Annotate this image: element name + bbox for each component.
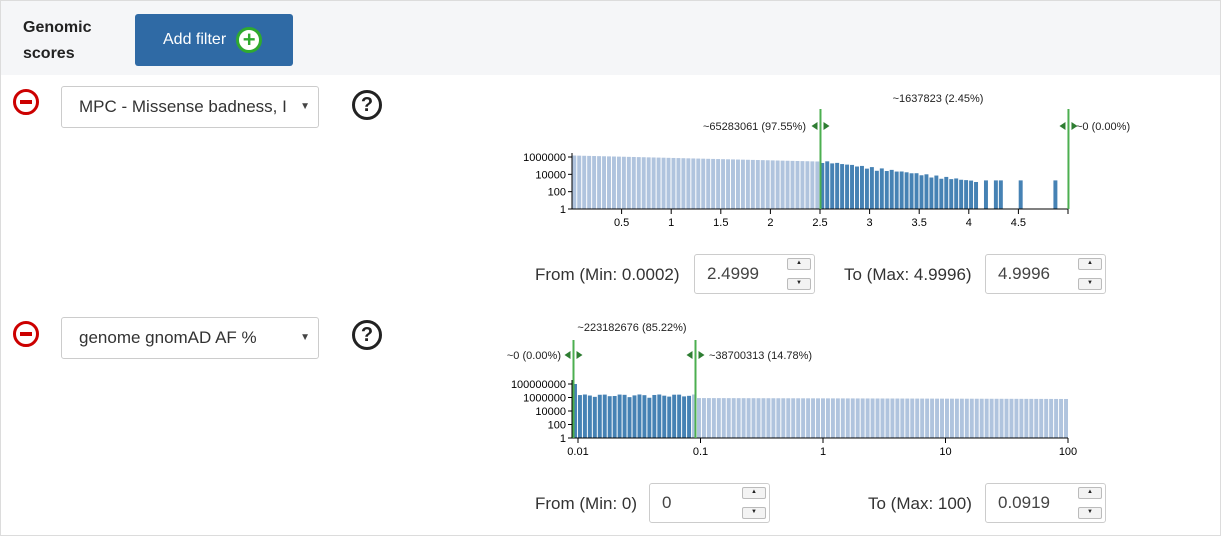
from-input-2[interactable]: 0 ▲ ▼	[649, 483, 770, 523]
remove-filter-2-icon[interactable]	[13, 321, 39, 347]
help-icon-2[interactable]: ?	[352, 320, 382, 350]
remove-filter-1-icon[interactable]	[13, 89, 39, 115]
spin-down-icon[interactable]: ▼	[1078, 507, 1102, 519]
spin-down-icon[interactable]: ▼	[742, 507, 766, 519]
panel-header: Genomic scores Add filter +	[1, 1, 1220, 75]
chevron-down-icon: ▼	[300, 101, 310, 112]
spin-up-icon[interactable]: ▲	[742, 487, 766, 499]
from-input-1[interactable]: 2.4999 ▲ ▼	[694, 254, 815, 294]
help-icon-1[interactable]: ?	[352, 90, 382, 120]
spin-down-icon[interactable]: ▼	[787, 278, 811, 290]
to-label-2: To (Max: 100)	[868, 494, 972, 513]
to-label-1: To (Max: 4.9996)	[844, 265, 972, 284]
chevron-down-icon: ▼	[300, 332, 310, 343]
to-input-1[interactable]: 4.9996 ▲ ▼	[985, 254, 1106, 294]
add-filter-label: Add filter	[163, 31, 227, 48]
spin-up-icon[interactable]: ▲	[787, 258, 811, 270]
plus-icon: +	[236, 27, 263, 53]
from-label-1: From (Min: 0.0002)	[535, 265, 680, 284]
add-filter-button[interactable]: Add filter +	[135, 14, 293, 66]
spin-down-icon[interactable]: ▼	[1078, 278, 1102, 290]
score-select-2[interactable]: genome gnomAD AF % ▼	[61, 317, 319, 359]
spin-up-icon[interactable]: ▲	[1078, 258, 1102, 270]
spin-up-icon[interactable]: ▲	[1078, 487, 1102, 499]
to-input-2[interactable]: 0.0919 ▲ ▼	[985, 483, 1106, 523]
score-select-1[interactable]: MPC - Missense badness, I ▼	[61, 86, 319, 128]
panel-title: Genomic scores	[23, 19, 92, 62]
from-label-2: From (Min: 0)	[535, 494, 637, 513]
